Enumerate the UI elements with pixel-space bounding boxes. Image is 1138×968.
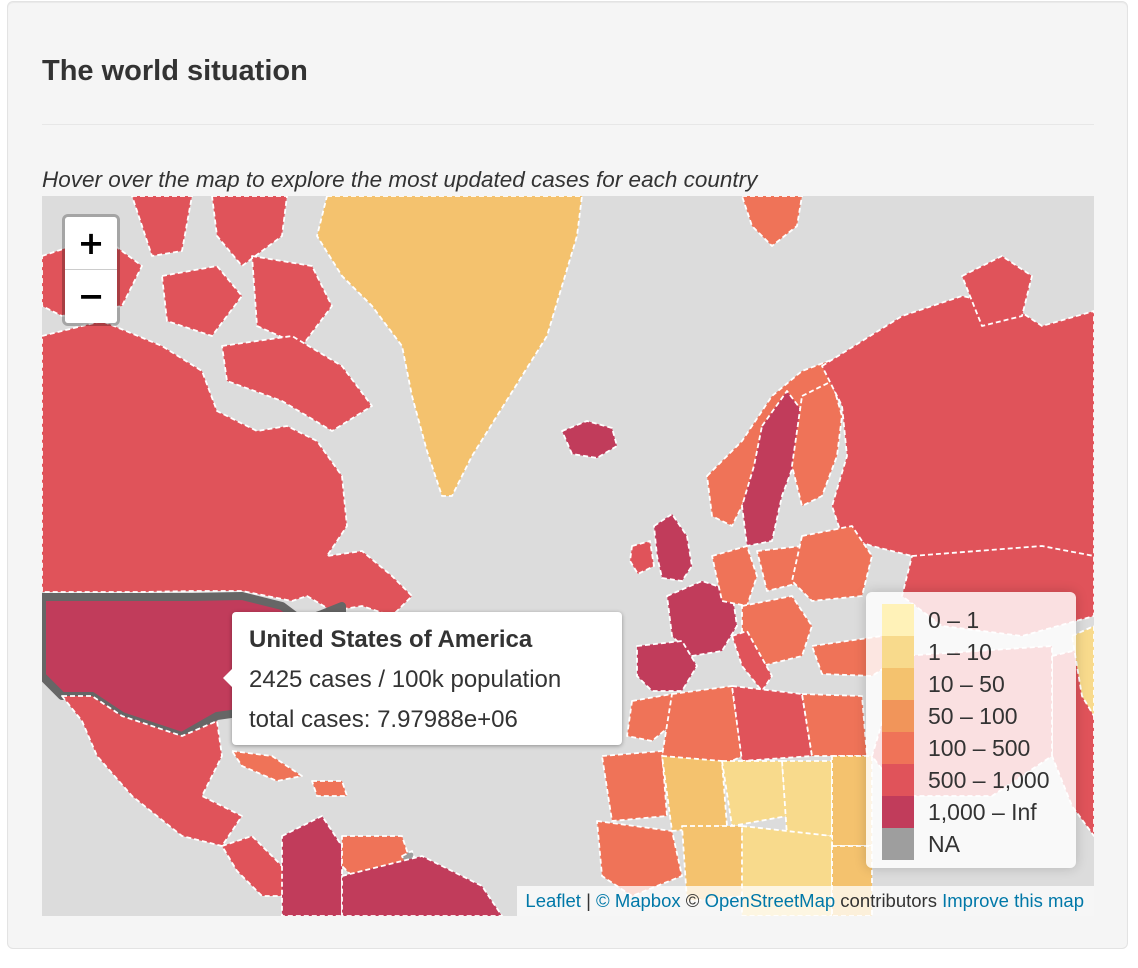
choropleth-map[interactable]: + − United States of America 2425 cases …: [42, 196, 1094, 916]
country-spain[interactable]: [636, 640, 698, 692]
country-eastern-europe[interactable]: [791, 525, 873, 602]
country-canada-islands-4[interactable]: [161, 265, 243, 337]
country-west-coast[interactable]: [596, 820, 683, 897]
country-greenland[interactable]: [316, 196, 583, 497]
zoom-in-button[interactable]: +: [65, 217, 117, 270]
country-sweden[interactable]: [741, 390, 803, 547]
divider: [42, 124, 1094, 125]
country-tooltip: United States of America 2425 cases / 10…: [223, 612, 622, 745]
legend-swatch: [882, 636, 914, 668]
tooltip-cases-per-100k: 2425 cases / 100k population: [249, 666, 562, 693]
attribution-separator: |: [580, 890, 597, 911]
legend-swatch: [882, 604, 914, 636]
improve-map-link[interactable]: Improve this map: [942, 890, 1084, 911]
country-mali[interactable]: [661, 755, 728, 832]
legend-swatch: [882, 764, 914, 796]
country-france[interactable]: [666, 580, 738, 657]
attribution-copyright: ©: [680, 890, 705, 911]
country-canada-islands-1[interactable]: [131, 196, 193, 257]
legend-swatch: [882, 828, 914, 860]
legend-item: NA: [882, 828, 1076, 860]
country-mauritania[interactable]: [601, 750, 668, 822]
legend-label: 50 – 100: [928, 703, 1018, 729]
country-russia-north[interactable]: [961, 255, 1033, 327]
map-legend: 0 – 1 1 – 10 10 – 50 50 – 100 100 – 500 …: [866, 592, 1076, 868]
country-italy[interactable]: [731, 630, 773, 692]
tooltip-country-name: United States of America: [249, 626, 533, 653]
attribution-contributors: contributors: [835, 890, 943, 911]
country-balkans[interactable]: [741, 595, 813, 667]
section-title: The world situation: [42, 55, 308, 87]
legend-item: 500 – 1,000: [882, 764, 1076, 796]
legend-swatch: [882, 668, 914, 700]
country-svalbard[interactable]: [741, 196, 803, 247]
legend-label: 10 – 50: [928, 671, 1005, 697]
country-finland[interactable]: [791, 380, 843, 507]
leaflet-link[interactable]: Leaflet: [525, 890, 581, 911]
country-ireland[interactable]: [629, 540, 655, 575]
legend-label: 1,000 – Inf: [928, 799, 1037, 825]
country-brazil[interactable]: [341, 855, 503, 916]
legend-swatch: [882, 796, 914, 828]
country-canada[interactable]: [42, 320, 413, 617]
legend-item: 100 – 500: [882, 732, 1076, 764]
map-instructions: Hover over the map to explore the most u…: [42, 167, 758, 192]
legend-label: 500 – 1,000: [928, 767, 1050, 793]
legend-label: NA: [928, 831, 960, 857]
legend-swatch: [882, 732, 914, 764]
country-libya[interactable]: [731, 685, 813, 762]
country-canada-islands-2[interactable]: [211, 196, 288, 267]
legend-item: 10 – 50: [882, 668, 1076, 700]
map-attribution: Leaflet | © Mapbox © OpenStreetMap contr…: [517, 886, 1094, 916]
legend-item: 1,000 – Inf: [882, 796, 1076, 828]
country-uk[interactable]: [653, 513, 693, 582]
country-germany[interactable]: [711, 545, 758, 607]
country-chad[interactable]: [781, 760, 833, 837]
legend-label: 0 – 1: [928, 607, 980, 633]
legend-swatch: [882, 700, 914, 732]
legend-label: 1 – 10: [928, 639, 992, 665]
country-iceland[interactable]: [561, 420, 618, 459]
zoom-control: + −: [62, 214, 120, 326]
country-cuba[interactable]: [231, 750, 303, 782]
country-colombia[interactable]: [281, 815, 343, 916]
openstreetmap-link[interactable]: OpenStreetMap: [704, 890, 836, 911]
legend-label: 100 – 500: [928, 735, 1031, 761]
legend-item: 50 – 100: [882, 700, 1076, 732]
mapbox-link[interactable]: © Mapbox: [596, 890, 681, 911]
country-russia[interactable]: [821, 295, 1094, 587]
country-china-edge[interactable]: [1071, 625, 1094, 717]
tooltip-total-cases: total cases: 7.97988e+06: [249, 706, 518, 733]
legend-item: 0 – 1: [882, 604, 1076, 636]
country-hispaniola[interactable]: [311, 780, 348, 797]
country-canada-islands-6[interactable]: [221, 335, 373, 432]
country-niger[interactable]: [721, 760, 788, 827]
legend-item: 1 – 10: [882, 636, 1076, 668]
country-egypt[interactable]: [801, 693, 868, 757]
zoom-out-button[interactable]: −: [65, 270, 117, 323]
country-mexico[interactable]: [61, 695, 243, 847]
country-canada-islands-5[interactable]: [251, 255, 333, 347]
